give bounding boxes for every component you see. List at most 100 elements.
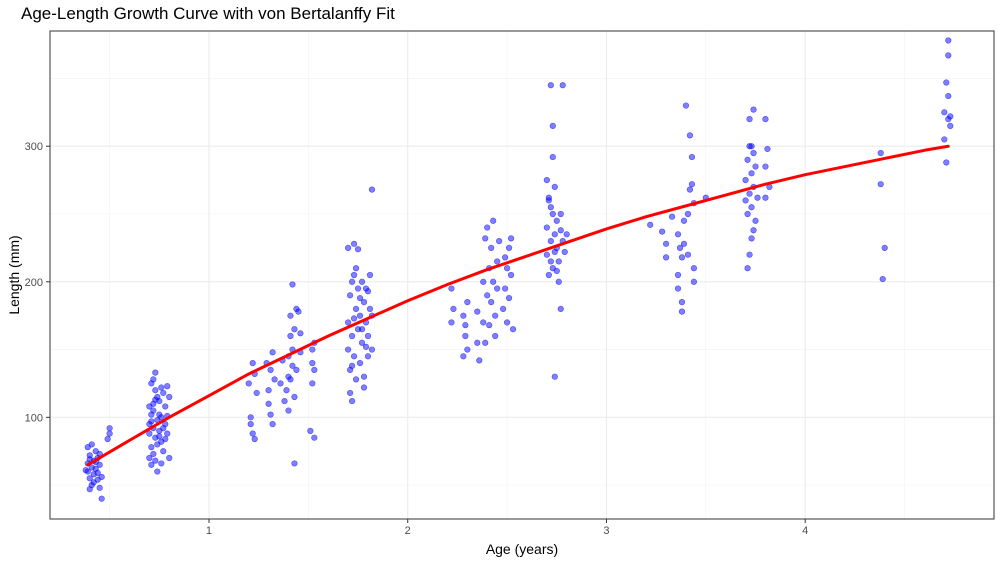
data-point	[98, 495, 105, 502]
data-point	[551, 248, 558, 256]
points-layer	[82, 37, 954, 502]
data-point	[680, 217, 688, 224]
data-point	[152, 396, 159, 403]
data-point	[368, 186, 376, 193]
data-point	[285, 407, 292, 414]
data-point	[557, 227, 564, 234]
data-point	[156, 411, 163, 418]
data-point	[358, 339, 366, 346]
data-point	[360, 299, 368, 306]
data-point	[744, 265, 751, 272]
data-point	[150, 450, 157, 458]
y-tick-label: 200	[25, 277, 43, 289]
data-point	[509, 326, 517, 333]
data-point	[549, 153, 556, 161]
data-point	[462, 322, 469, 329]
data-point	[500, 305, 507, 312]
data-point	[450, 305, 457, 312]
data-point	[748, 235, 755, 242]
data-point	[490, 278, 497, 285]
data-point	[291, 326, 298, 333]
y-axis-title: Length (mm)	[6, 235, 22, 314]
data-point	[154, 441, 161, 448]
data-point	[492, 312, 499, 319]
data-point	[346, 292, 354, 299]
data-point	[146, 430, 153, 437]
data-point	[307, 427, 314, 434]
data-point	[283, 387, 290, 394]
data-point	[348, 278, 356, 285]
data-point	[502, 285, 509, 292]
data-point	[484, 292, 491, 299]
data-point	[287, 312, 294, 319]
data-point	[293, 366, 300, 373]
grid-minor	[50, 31, 994, 519]
data-point	[448, 285, 455, 292]
data-point	[160, 425, 167, 432]
data-point	[557, 305, 564, 312]
data-point	[662, 240, 670, 247]
data-point	[945, 92, 952, 100]
data-point	[678, 308, 686, 315]
data-point	[547, 82, 554, 89]
data-point	[668, 213, 676, 220]
data-point	[160, 389, 167, 397]
data-point	[86, 475, 93, 482]
data-point	[474, 308, 481, 315]
data-point	[547, 258, 554, 265]
x-tick-label: 4	[802, 525, 808, 537]
data-point	[348, 332, 356, 340]
data-point	[476, 357, 483, 364]
data-point	[490, 217, 497, 224]
data-point	[158, 384, 165, 391]
data-point	[345, 244, 352, 251]
x-tick-label: 3	[603, 525, 609, 537]
data-point	[364, 353, 372, 360]
data-point	[311, 366, 318, 373]
data-point	[146, 454, 153, 462]
data-point	[507, 235, 515, 242]
data-point	[674, 285, 682, 292]
data-point	[148, 418, 155, 425]
data-point	[881, 244, 888, 251]
data-point	[879, 275, 886, 283]
data-point	[482, 339, 489, 346]
data-point	[462, 332, 469, 340]
data-point	[746, 116, 753, 123]
data-point	[281, 397, 288, 405]
data-point	[947, 122, 954, 129]
data-point	[247, 421, 254, 428]
data-point	[553, 267, 560, 275]
chart-title: Age-Length Growth Curve with von Bertala…	[21, 4, 395, 23]
data-point	[480, 319, 487, 326]
data-point	[547, 204, 554, 211]
data-point	[345, 346, 352, 353]
data-point	[674, 231, 682, 238]
data-point	[684, 251, 692, 258]
data-point	[492, 332, 499, 340]
data-point	[358, 278, 366, 285]
data-point	[744, 210, 751, 218]
data-point	[364, 288, 372, 295]
data-point	[947, 113, 954, 120]
data-point	[688, 181, 696, 188]
data-point	[488, 244, 495, 251]
data-point	[678, 299, 686, 306]
data-point	[748, 170, 755, 177]
data-point	[245, 380, 252, 387]
data-point	[543, 224, 550, 231]
data-point	[754, 194, 761, 201]
data-point	[505, 244, 513, 251]
data-point	[482, 235, 489, 242]
data-point	[352, 376, 360, 383]
data-point	[551, 231, 558, 238]
fit-curve	[86, 144, 950, 467]
data-point	[507, 271, 515, 279]
data-point	[659, 228, 666, 235]
data-point	[746, 190, 753, 197]
data-point	[488, 299, 495, 306]
data-point	[460, 353, 467, 360]
data-point	[356, 312, 364, 319]
data-point	[563, 231, 570, 238]
data-point	[474, 339, 481, 346]
